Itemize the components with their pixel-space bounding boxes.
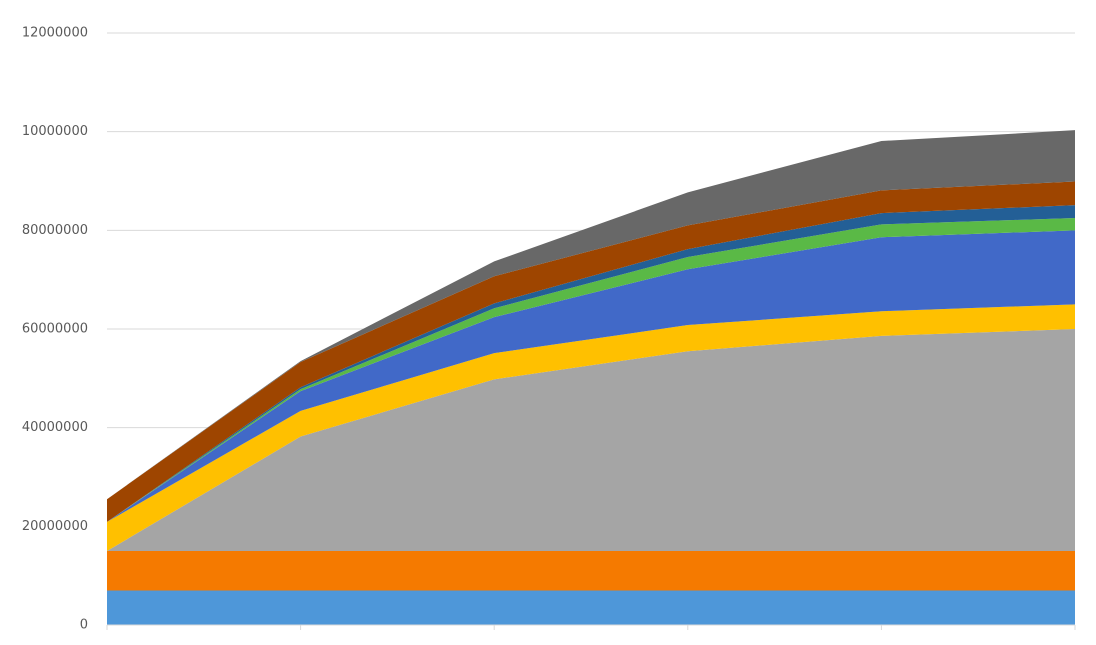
area bbox=[107, 551, 1075, 591]
y-tick-label: 40000000 bbox=[22, 420, 88, 435]
area bbox=[107, 304, 1075, 551]
area bbox=[107, 329, 1075, 551]
area bbox=[107, 230, 1075, 522]
y-tick-label: 12000000 bbox=[22, 26, 88, 41]
y-tick-label: 80000000 bbox=[22, 223, 88, 238]
area bbox=[107, 590, 1075, 625]
y-tick-label: 0 bbox=[80, 618, 88, 633]
y-tick-label: 60000000 bbox=[22, 322, 88, 337]
area bbox=[107, 130, 1075, 500]
y-tick-label: 10000000 bbox=[22, 124, 88, 139]
y-tick-label: 20000000 bbox=[22, 519, 88, 534]
